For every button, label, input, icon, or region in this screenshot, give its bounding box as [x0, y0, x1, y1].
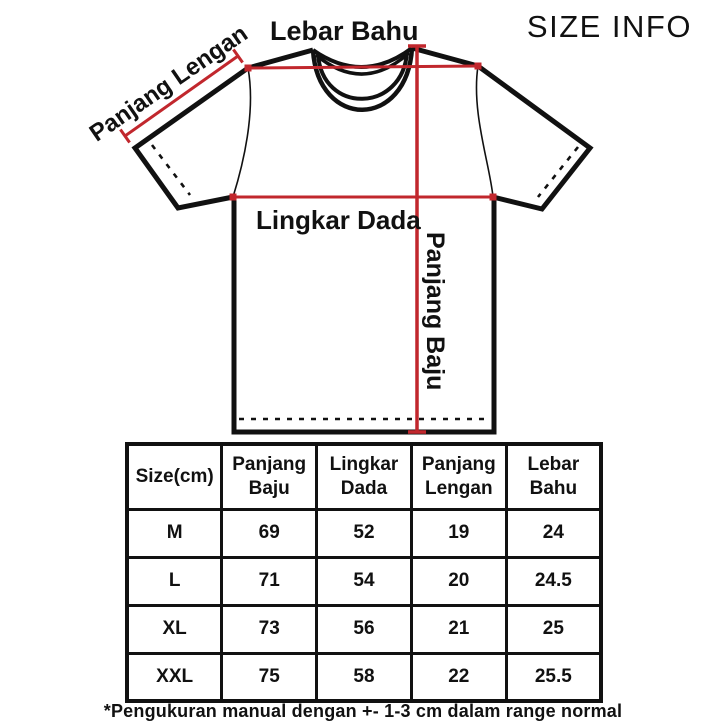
- table-cell: 58: [315, 651, 413, 703]
- table-cell: XXL: [125, 651, 224, 703]
- header-cell-size: Size(cm): [125, 442, 224, 511]
- left-sleeve-hem-stitch: [150, 144, 192, 196]
- tshirt-diagram: [119, 44, 594, 435]
- header-cell-panjang-lengan: Panjang Lengan: [409, 442, 508, 511]
- table-cell: 19: [409, 507, 508, 559]
- table-row-m: M 69 52 19 24: [125, 507, 603, 559]
- shoulder-measure-line: [244, 62, 482, 72]
- size-table: Size(cm) Panjang Baju Lingkar Dada Panja…: [125, 442, 603, 703]
- sleeve-measure-line: [119, 48, 244, 144]
- table-cell: 54: [315, 555, 413, 607]
- table-cell: 25: [504, 603, 603, 655]
- table-row-l: L 71 54 20 24.5: [125, 555, 603, 607]
- table-cell: 56: [315, 603, 413, 655]
- table-cell: 24: [504, 507, 603, 559]
- length-measure-line: [408, 44, 426, 434]
- table-cell: 75: [220, 651, 319, 703]
- label-panjang-baju: Panjang Baju: [421, 232, 449, 391]
- measurement-footnote: *Pengukuran manual dengan +- 1-3 cm dala…: [103, 701, 623, 721]
- measurement-lines: [119, 44, 497, 434]
- size-table-header: Size(cm) Panjang Baju Lingkar Dada Panja…: [125, 442, 603, 511]
- table-cell: XL: [125, 603, 224, 655]
- tshirt-outline: [131, 45, 594, 435]
- label-lingkar-dada: Lingkar Dada: [256, 205, 421, 235]
- table-row-xl: XL 73 56 21 25: [125, 603, 603, 655]
- label-lebar-bahu: Lebar Bahu: [270, 16, 419, 46]
- table-cell: 25.5: [504, 651, 603, 703]
- table-row-xxl: XXL 75 58 22 25.5: [125, 651, 603, 703]
- table-cell: 73: [220, 603, 319, 655]
- table-cell: 24.5: [504, 555, 603, 607]
- chest-measure-line: [229, 193, 497, 201]
- header-row: Size(cm) Panjang Baju Lingkar Dada Panja…: [125, 442, 603, 511]
- table-cell: 20: [409, 555, 508, 607]
- header-cell-panjang-baju: Panjang Baju: [220, 442, 319, 511]
- table-cell: 52: [315, 507, 413, 559]
- table-cell: 71: [220, 555, 319, 607]
- table-cell: 69: [220, 507, 319, 559]
- table-cell: 22: [409, 651, 508, 703]
- page-title: SIZE INFO: [526, 9, 692, 44]
- table-cell: L: [125, 555, 224, 607]
- header-cell-lingkar-dada: Lingkar Dada: [315, 442, 413, 511]
- header-cell-lebar-bahu: Lebar Bahu: [504, 442, 603, 511]
- table-cell: M: [125, 507, 224, 559]
- table-cell: 21: [409, 603, 508, 655]
